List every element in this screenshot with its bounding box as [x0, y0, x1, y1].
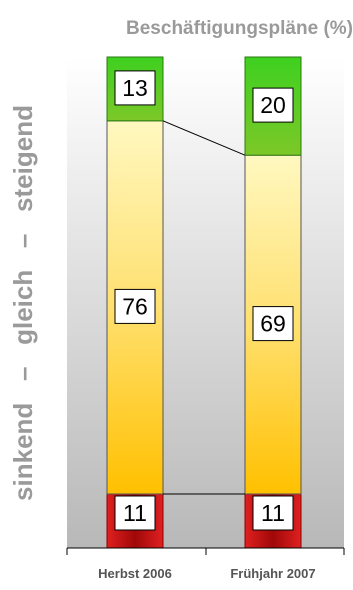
x-tick-label: Frühjahr 2007	[230, 566, 315, 581]
data-label-box	[114, 288, 156, 324]
data-label: 20	[260, 92, 286, 118]
data-label-box	[114, 495, 156, 531]
y-axis-label: sinkend – gleich – steigend	[8, 105, 38, 501]
data-label-box	[114, 70, 156, 106]
x-tick-label: Herbst 2006	[98, 566, 172, 581]
data-label-box	[252, 87, 294, 123]
data-label-box	[252, 495, 294, 531]
data-label: 76	[122, 293, 148, 319]
chart-title: Beschäftigungspläne (%)	[126, 18, 353, 39]
data-label: 13	[122, 75, 148, 101]
data-label-box	[252, 306, 294, 342]
data-label: 11	[261, 500, 285, 526]
data-label: 69	[260, 311, 286, 337]
series-connector-line	[162, 120, 246, 156]
data-label: 11	[123, 500, 147, 526]
